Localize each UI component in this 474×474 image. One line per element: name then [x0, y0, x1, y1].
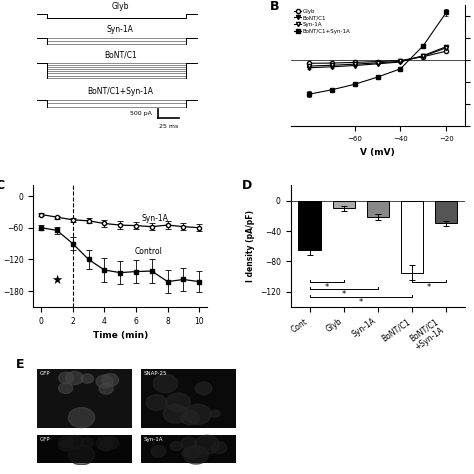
Text: 500 pA: 500 pA: [129, 111, 152, 116]
Text: *: *: [427, 283, 431, 292]
Bar: [299, 201, 320, 250]
Text: BoNT/C1: BoNT/C1: [104, 50, 137, 59]
Text: E: E: [16, 358, 25, 371]
Circle shape: [195, 382, 212, 395]
Circle shape: [146, 395, 167, 410]
Circle shape: [163, 404, 188, 423]
X-axis label: Time (min): Time (min): [92, 331, 148, 340]
Text: C: C: [0, 179, 4, 192]
Text: *: *: [358, 298, 363, 307]
Circle shape: [181, 438, 197, 449]
Circle shape: [182, 450, 190, 456]
Bar: [401, 201, 423, 273]
Text: Glyb: Glyb: [111, 2, 129, 11]
Text: Syn-1A: Syn-1A: [143, 437, 163, 442]
Circle shape: [153, 374, 178, 392]
Circle shape: [185, 404, 211, 424]
Text: Syn-1A: Syn-1A: [142, 214, 168, 223]
Circle shape: [212, 442, 227, 454]
Bar: [366, 201, 389, 218]
Circle shape: [99, 440, 113, 451]
Text: *: *: [324, 283, 328, 292]
X-axis label: V (mV): V (mV): [360, 147, 395, 156]
Text: GFP: GFP: [40, 371, 50, 376]
Text: B: B: [270, 0, 279, 13]
Legend: Glyb, BoNT/C1, Syn-1A, BoNT/C1+Syn-1A: Glyb, BoNT/C1, Syn-1A, BoNT/C1+Syn-1A: [293, 8, 352, 35]
Circle shape: [96, 375, 113, 388]
Circle shape: [210, 410, 220, 417]
Circle shape: [99, 383, 113, 394]
Circle shape: [59, 440, 73, 451]
Text: GFP: GFP: [40, 437, 50, 442]
Bar: [37, 435, 132, 463]
Y-axis label: I density (pA/pF): I density (pA/pF): [246, 210, 255, 282]
Text: ★: ★: [51, 274, 63, 287]
Circle shape: [195, 435, 219, 454]
Text: D: D: [242, 179, 252, 192]
Bar: [332, 201, 355, 208]
Circle shape: [81, 374, 93, 383]
Text: Control: Control: [135, 247, 163, 256]
Text: SNAP-25: SNAP-25: [143, 371, 167, 376]
Bar: [37, 369, 132, 428]
Text: BoNT/C1+Syn-1A: BoNT/C1+Syn-1A: [87, 87, 153, 96]
Text: Syn-1A: Syn-1A: [107, 25, 134, 34]
Circle shape: [102, 437, 118, 449]
Bar: [435, 201, 456, 223]
Bar: [141, 369, 236, 428]
Circle shape: [68, 408, 95, 428]
Circle shape: [102, 374, 118, 386]
Circle shape: [59, 383, 73, 393]
Circle shape: [181, 410, 199, 425]
Circle shape: [96, 437, 113, 450]
Text: 25 ms: 25 ms: [159, 124, 179, 129]
Circle shape: [170, 442, 182, 451]
Circle shape: [65, 371, 83, 385]
Text: *: *: [341, 290, 346, 299]
Circle shape: [65, 436, 83, 449]
Circle shape: [59, 437, 73, 448]
Circle shape: [166, 393, 191, 411]
Circle shape: [151, 446, 166, 457]
Circle shape: [184, 446, 201, 458]
Circle shape: [184, 446, 208, 464]
Bar: [141, 435, 236, 463]
Circle shape: [59, 372, 73, 383]
Circle shape: [68, 445, 95, 465]
Circle shape: [81, 438, 93, 447]
